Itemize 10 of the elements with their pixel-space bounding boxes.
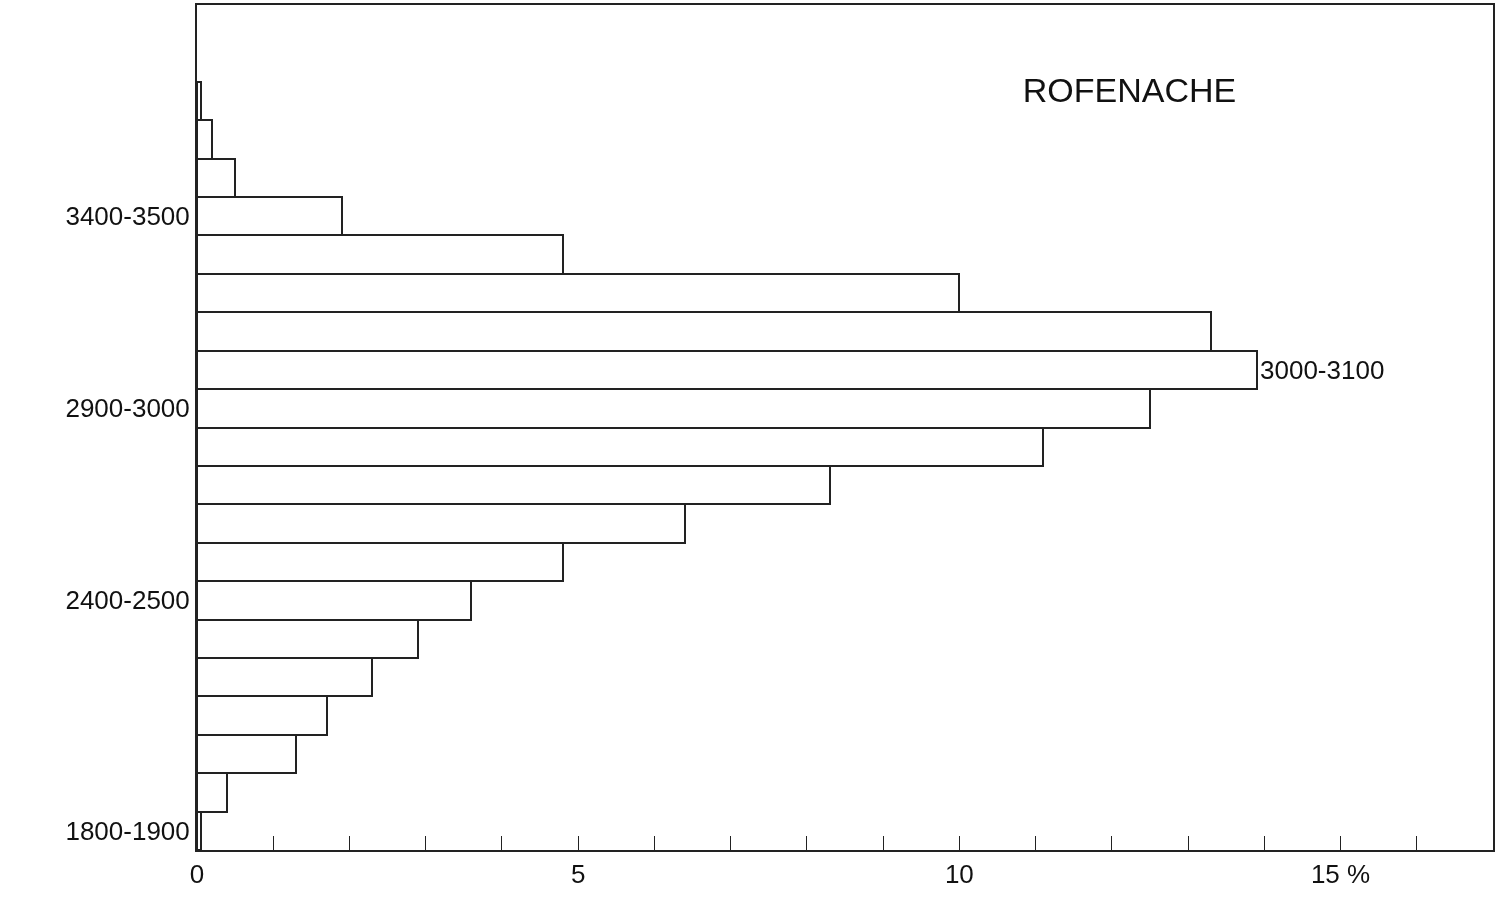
x-tick-label: 15 % <box>1310 859 1371 890</box>
y-tick-label: 3400-3500 <box>65 201 190 232</box>
x-tick-label: 0 <box>189 859 205 890</box>
chart-title: ROFENACHE <box>1022 70 1237 109</box>
x-tick-label: 5 <box>570 859 586 890</box>
y-tick-label: 2400-2500 <box>65 585 190 616</box>
x-tick-label: 10 <box>944 859 974 890</box>
data-label: 3000-3100 <box>1260 355 1385 385</box>
y-tick-label: 2900-3000 <box>65 393 190 424</box>
y-tick-label: 1800-1900 <box>65 815 190 846</box>
